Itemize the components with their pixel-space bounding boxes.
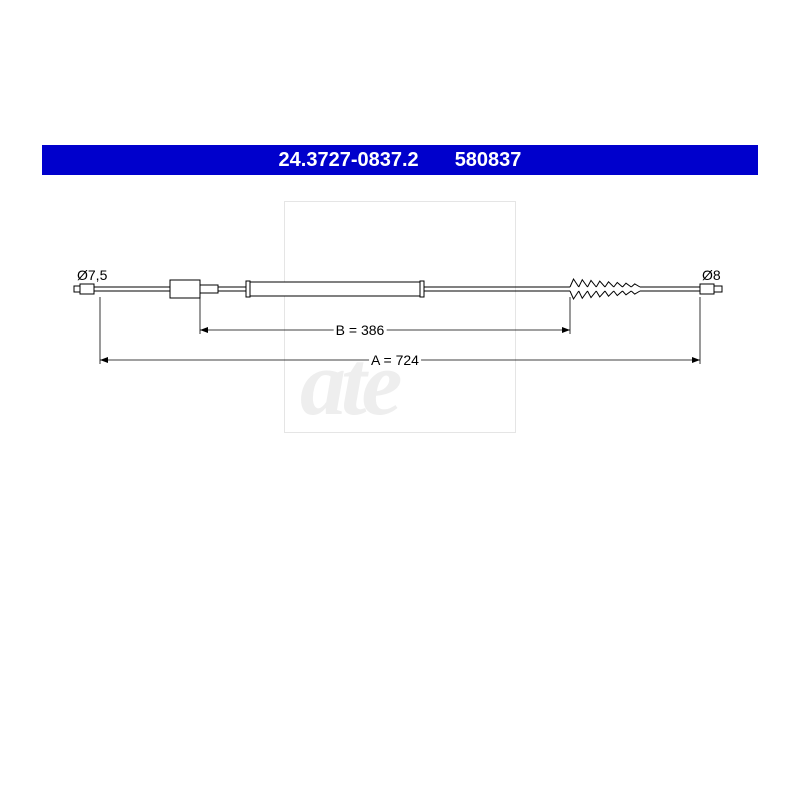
- dimension-a-label: A = 724: [369, 352, 421, 368]
- left-diameter-label: Ø7,5: [75, 267, 109, 283]
- right-diameter-label: Ø8: [700, 267, 723, 283]
- technical-drawing: [0, 0, 800, 800]
- page-root: 24.3727-0837.2 580837 ate Ø7,5 Ø8 B = 38…: [0, 0, 800, 800]
- dimension-b-label: B = 386: [334, 322, 387, 338]
